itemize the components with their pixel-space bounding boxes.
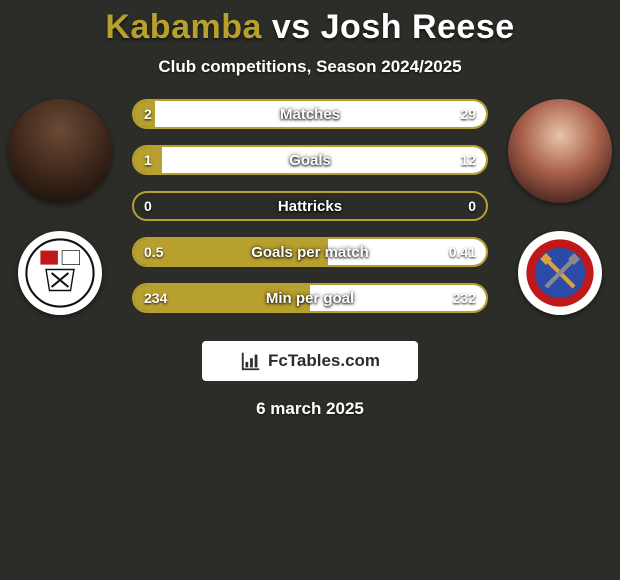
brand-text: FcTables.com (268, 351, 380, 371)
stat-value-left: 0 (134, 193, 162, 219)
vs-text: vs (272, 8, 311, 46)
player1-club-badge (18, 231, 102, 315)
page-title: Kabamba vs Josh Reese (0, 8, 620, 47)
stat-fill-right (328, 239, 486, 265)
stat-row: 234232Min per goal (132, 283, 488, 313)
stat-fill-right (310, 285, 486, 311)
stat-fill-right (162, 147, 486, 173)
stat-fill-left (134, 101, 155, 127)
stat-row: 112Goals (132, 145, 488, 175)
comparison-area: 229Matches 112Goals 0 0Hattricks 0.50.41Goal… (0, 99, 620, 329)
player2-name: Josh Reese (321, 8, 515, 46)
subtitle: Club competitions, Season 2024/2025 (0, 57, 620, 77)
comparison-card: Kabamba vs Josh Reese Club competitions,… (0, 0, 620, 419)
chart-icon (240, 350, 262, 372)
player1-name: Kabamba (105, 8, 262, 46)
stat-value-right: 0 (458, 193, 486, 219)
stat-fill-left (134, 147, 162, 173)
club-badge-icon (525, 238, 595, 308)
player1-avatar (8, 99, 112, 203)
player2-avatar (508, 99, 612, 203)
date-text: 6 march 2025 (0, 399, 620, 419)
stat-fill-left (134, 285, 310, 311)
player2-club-badge (518, 231, 602, 315)
brand-badge: FcTables.com (202, 341, 418, 381)
stat-row: 229Matches (132, 99, 488, 129)
club-badge-icon (25, 238, 95, 308)
stat-row: 0.50.41Goals per match (132, 237, 488, 267)
stat-fill-right (155, 101, 486, 127)
stat-label: Hattricks (134, 193, 486, 219)
stat-bars: 229Matches 112Goals 0 0Hattricks 0.50.41Goal… (132, 99, 488, 329)
stat-fill-left (134, 239, 328, 265)
stat-row: 0 0Hattricks (132, 191, 488, 221)
